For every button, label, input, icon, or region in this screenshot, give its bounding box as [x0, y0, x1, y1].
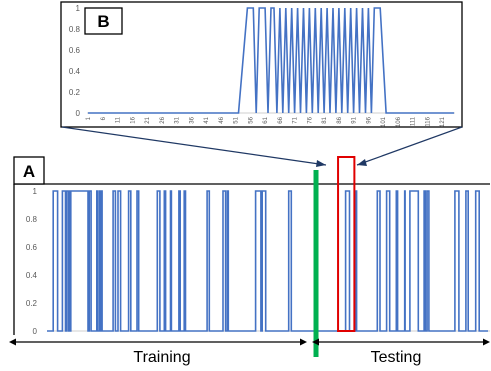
- panel-a-label: A: [23, 162, 35, 181]
- panel-b-x-tick-label: 96: [366, 116, 372, 123]
- panel-b-x-tick-label: 91: [352, 116, 358, 123]
- panel-b-x-tick-label: 41: [204, 116, 210, 123]
- panel-b-label: B: [97, 12, 109, 31]
- panel-b-x-tick-label: 66: [278, 116, 284, 123]
- panel-b-x-tick-label: 116: [425, 116, 431, 126]
- training-arrow-left-head: [9, 338, 16, 346]
- panel-b-x-tick-label: 71: [293, 116, 299, 123]
- panel-b-frame: [60, 1, 463, 128]
- panel-a-series-line: [47, 190, 488, 332]
- panel-b-x-tick-label: 1: [86, 116, 92, 120]
- panel-b-y-tick-label: 0.6: [69, 46, 81, 55]
- training-label: Training: [133, 349, 190, 366]
- panel-b-y-tick-label: 0.8: [69, 25, 81, 34]
- panel-b-x-tick-label: 86: [337, 116, 343, 123]
- zoom-arrow-left-head: [316, 160, 326, 167]
- panel-b-y-tick-label: 0: [76, 109, 81, 118]
- panel-a-y-ticks: 0 0.2 0.4 0.6 0.8 1: [26, 187, 38, 336]
- panel-b-x-ticks: 1 6 11 16 21 26 31 36 41 46 51 56 61 66 71 76 81 86 91 96 10…: [86, 116, 446, 127]
- testing-label: Testing: [371, 349, 422, 366]
- panel-b-x-tick-label: 11: [116, 116, 122, 123]
- panel-b-series-line: [88, 7, 454, 114]
- panel-b-x-tick-label: 46: [219, 116, 225, 123]
- panel-a-label-box: [13, 156, 45, 185]
- panel-b-y-tick-label: 0.4: [69, 67, 81, 76]
- testing-arrow-left-head: [312, 338, 319, 346]
- training-arrow-right-head: [300, 338, 307, 346]
- panel-b-label-box: [84, 7, 123, 35]
- panel-b-x-tick-label: 111: [411, 116, 417, 126]
- panel-b-y-tick-label: 0.2: [69, 88, 81, 97]
- panel-a-y-tick-label: 1: [33, 187, 38, 196]
- zoom-arrow-right: [356, 126, 463, 166]
- highlighted-region-box: [337, 156, 356, 332]
- panel-b-x-tick-label: 31: [175, 116, 181, 123]
- panel-b-y-tick-label: 1: [76, 4, 81, 13]
- panel-b-x-tick-label: 81: [322, 116, 328, 123]
- panel-b-y-ticks: 0 0.2 0.4 0.6 0.8 1: [69, 4, 81, 118]
- panel-b-x-tick-label: 21: [145, 116, 151, 123]
- panel-b-x-tick-label: 101: [381, 116, 387, 127]
- panel-a-y-tick-label: 0.6: [26, 243, 38, 252]
- zoom-arrow-right-head: [357, 159, 367, 166]
- panel-b-x-tick-label: 51: [234, 116, 240, 123]
- panel-b-x-tick-label: 61: [263, 116, 269, 123]
- panel-b-x-tick-label: 121: [440, 116, 446, 127]
- panel-b-x-tick-label: 106: [396, 116, 402, 127]
- panel-a-y-tick-label: 0.8: [26, 215, 38, 224]
- panel-b-x-tick-label: 16: [130, 116, 136, 123]
- panel-a-y-tick-label: 0: [33, 327, 38, 336]
- zoom-arrow-left: [61, 126, 327, 166]
- panel-a-y-tick-label: 0.2: [26, 299, 38, 308]
- panel-b-x-tick-label: 56: [248, 116, 254, 123]
- panel-a-y-tick-label: 0.4: [26, 271, 38, 280]
- panel-b-x-tick-label: 6: [101, 116, 107, 120]
- panel-b-x-tick-label: 36: [189, 116, 195, 123]
- testing-arrow-right-head: [483, 338, 490, 346]
- panel-b-x-tick-label: 26: [160, 116, 166, 123]
- panel-b-x-tick-label: 76: [307, 116, 313, 123]
